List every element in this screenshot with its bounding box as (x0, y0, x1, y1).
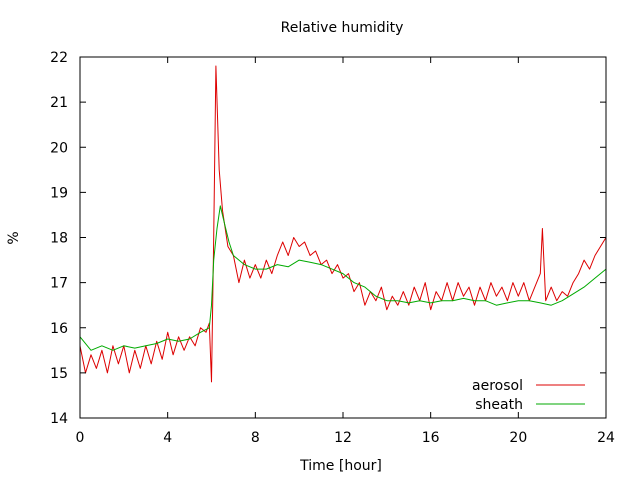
x-tick-label: 12 (334, 430, 352, 446)
y-tick-label: 17 (50, 276, 68, 292)
y-tick-label: 14 (50, 411, 68, 427)
legend: aerosol sheath (472, 378, 585, 413)
y-tick-label: 21 (50, 95, 68, 111)
x-axis-label: Time [hour] (299, 458, 382, 474)
tick-layer: 0 4 8 12 16 20 24 14 15 16 17 18 19 20 21 22 (50, 50, 615, 446)
y-tick-label: 18 (50, 231, 68, 247)
series-layer (79, 65, 607, 383)
y-tick-label: 16 (50, 321, 68, 337)
x-tick-label: 20 (509, 430, 527, 446)
y-tick-label: 22 (50, 50, 68, 66)
x-tick-label: 4 (163, 430, 172, 446)
y-tick-label: 15 (50, 366, 68, 382)
x-tick-label: 16 (422, 430, 440, 446)
x-tick-label: 8 (251, 430, 260, 446)
x-tick-label: 0 (76, 430, 85, 446)
x-tick-label: 24 (597, 430, 615, 446)
legend-label-aerosol: aerosol (472, 378, 523, 394)
plot-frame (79, 56, 607, 419)
series-line-aerosol (79, 65, 607, 383)
y-tick-label: 19 (50, 185, 68, 201)
y-axis-label: % (6, 231, 22, 244)
y-tick-label: 20 (50, 140, 68, 156)
series-line-sheath (79, 205, 607, 351)
chart-title: Relative humidity (281, 20, 404, 36)
legend-label-sheath: sheath (475, 397, 523, 413)
